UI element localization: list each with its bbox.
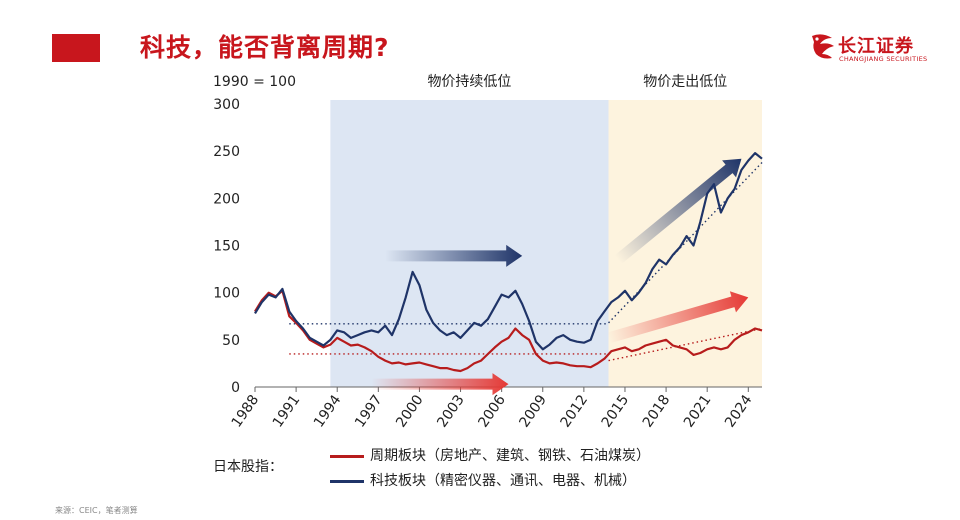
legend-swatch-tech	[330, 479, 364, 483]
logo-text: 长江证券	[838, 36, 914, 57]
x-tick-label-2018: 2018	[640, 392, 674, 430]
logo-subtext: CHANGJIANG SECURITIES	[839, 55, 928, 63]
brand-logo: 长江证券 CHANGJIANG SECURITIES	[808, 30, 938, 70]
legend-label-cycle: 周期板块（房地产、建筑、钢铁、石油煤炭）	[370, 448, 650, 464]
y-tick-label-150: 150	[213, 239, 240, 255]
trend-arrow-0	[385, 244, 523, 267]
legend-prefix: 日本股指：	[213, 459, 283, 475]
legend-item-cycle: 周期板块（房地产、建筑、钢铁、石油煤炭）	[330, 445, 650, 465]
trend-line-2	[608, 327, 763, 362]
region-band-0	[330, 100, 609, 387]
legend-label-tech: 科技板块（精密仪器、通讯、电器、机械）	[370, 473, 636, 489]
region-label-1: 物价走出低位	[643, 74, 727, 90]
trend-arrow-1	[371, 373, 509, 396]
x-tick-label-1997: 1997	[352, 392, 386, 430]
trend-arrow-2	[614, 158, 742, 264]
page-title: 科技，能否背离周期?	[140, 33, 390, 62]
y-tick-label-0: 0	[231, 380, 240, 396]
region-label-0: 物价持续低位	[427, 73, 511, 90]
y-tick-label-250: 250	[213, 144, 240, 160]
title-accent-bar	[52, 34, 100, 62]
y-tick-label-100: 100	[213, 286, 240, 302]
y-tick-label-200: 200	[213, 191, 240, 207]
trend-arrow-3	[606, 291, 749, 344]
x-tick-label-2000: 2000	[393, 392, 427, 430]
x-tick-label-2015: 2015	[599, 392, 633, 430]
x-tick-label-2012: 2012	[558, 392, 592, 430]
x-tick-label-1994: 1994	[311, 392, 345, 430]
y-tick-label-50: 50	[222, 333, 240, 349]
x-tick-label-2024: 2024	[722, 392, 756, 430]
x-tick-label-1991: 1991	[270, 392, 304, 430]
y-tick-label-300: 300	[213, 97, 240, 113]
x-tick-label-1988: 1988	[229, 392, 263, 430]
legend-item-tech: 科技板块（精密仪器、通讯、电器、机械）	[330, 470, 636, 490]
source-note: 来源：CEIC，笔者测算	[55, 506, 138, 515]
series-line-cycle	[254, 289, 763, 373]
phoenix-icon	[812, 34, 834, 59]
x-tick-label-2021: 2021	[681, 392, 715, 430]
y-axis-label: 1990 = 100	[213, 74, 296, 90]
series-line-tech	[254, 152, 763, 351]
x-tick-label-2009: 2009	[516, 392, 550, 430]
x-tick-label-2003: 2003	[434, 392, 468, 430]
legend-swatch-cycle	[330, 454, 364, 458]
x-tick-label-2006: 2006	[475, 392, 509, 430]
